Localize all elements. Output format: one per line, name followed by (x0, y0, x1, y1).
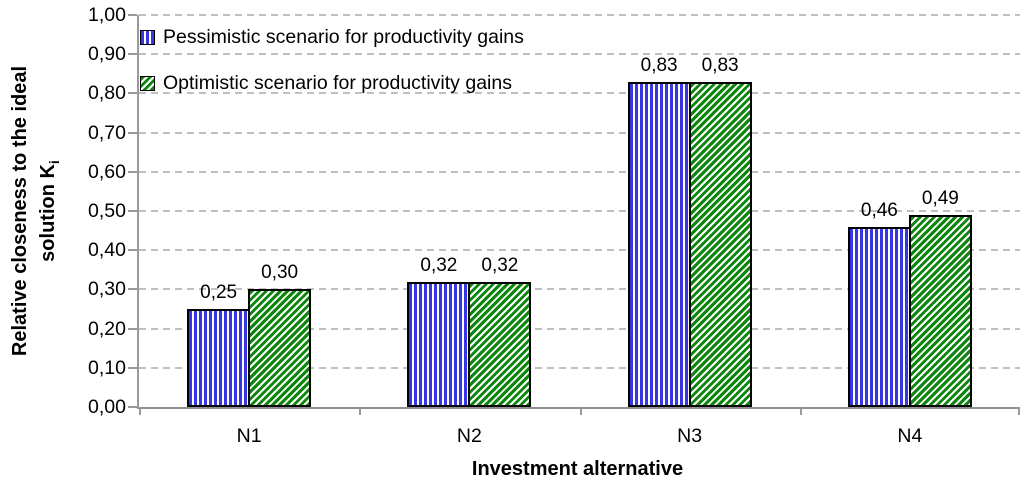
gridline (139, 210, 1020, 212)
y-tick-label: 0,40 (88, 239, 126, 262)
y-axis-tick (128, 131, 137, 134)
bar-n1-optimistic (248, 289, 312, 407)
gridline (139, 170, 1020, 173)
gridline (139, 366, 1020, 369)
x-axis-tick (580, 407, 582, 415)
y-tick-label: 0,00 (88, 396, 126, 418)
bar-value-label: 0,46 (860, 200, 898, 221)
legend-label-optimistic: Optimistic scenario for productivity gai… (163, 71, 512, 94)
gridline (139, 14, 1020, 16)
bar-value-label: 0,32 (481, 255, 519, 276)
y-tick-label: 0,20 (88, 317, 126, 340)
bar-value-label: 0,32 (420, 255, 458, 276)
legend-marker-vertical-stripes-icon (140, 29, 155, 45)
y-tick-label: 0,10 (88, 356, 126, 379)
legend-item-pessimistic: Pessimistic scenario for productivity ga… (140, 26, 524, 48)
y-axis-tick (128, 170, 137, 173)
gridline (139, 131, 1020, 134)
category-label-n3: N3 (677, 425, 703, 447)
y-tick-label: 0,60 (88, 160, 126, 183)
x-axis-tick (800, 407, 802, 415)
y-axis-tick (128, 14, 137, 16)
bar-value-label: 0,30 (261, 262, 299, 283)
y-axis-tick (128, 406, 137, 408)
legend-label-pessimistic: Pessimistic scenario for productivity ga… (163, 25, 524, 48)
gridline (139, 249, 1020, 252)
y-tick-label: 0,50 (88, 200, 126, 222)
legend-item-optimistic: Optimistic scenario for productivity gai… (140, 72, 524, 94)
gridline (139, 288, 1020, 291)
bar-n2-pessimistic (407, 282, 471, 407)
y-axis-tick (128, 210, 137, 212)
bar-n2-optimistic (468, 282, 532, 407)
y-tick-label: 0,90 (88, 43, 126, 66)
y-axis-tick (128, 327, 137, 330)
bar-n3-optimistic (688, 82, 752, 407)
category-label-n1: N1 (236, 425, 262, 447)
y-axis-tick (128, 92, 137, 95)
y-axis-tick (128, 366, 137, 369)
y-axis-title-line1: Relative closeness to the ideal (9, 65, 31, 357)
x-axis-tick (359, 407, 361, 415)
gridline (139, 53, 1020, 56)
plot-area: 0,00 0,10 0,20 0,30 0,40 0,50 0,60 0,70 0,80 0,90… (88, 4, 1020, 447)
bar-value-label: 0,25 (200, 282, 238, 303)
y-axis-tick (128, 288, 137, 291)
y-axis-tick (128, 249, 137, 252)
x-axis-title: Investment alternative (471, 458, 684, 480)
y-axis-tick (128, 53, 137, 56)
y-tick-label: 0,30 (88, 278, 126, 301)
y-axis-title: Relative closeness to the ideal solution… (6, 15, 62, 407)
category-label-n2: N2 (456, 425, 482, 447)
y-tick-label: 1,00 (88, 4, 126, 26)
category-label-n4: N4 (897, 425, 923, 447)
gridline (139, 92, 1020, 95)
bar-n3-pessimistic (627, 82, 691, 407)
bar-value-label: 0,49 (921, 188, 959, 209)
legend-marker-diagonal-stripes-icon (140, 75, 155, 91)
bar-n4-optimistic (908, 215, 972, 407)
bar-value-label: 0,83 (701, 55, 739, 76)
y-tick-label: 0,80 (88, 82, 126, 105)
bar-value-label: 0,83 (640, 55, 678, 76)
bar-n4-pessimistic (847, 227, 911, 407)
bar-n1-pessimistic (187, 309, 251, 407)
legend: Pessimistic scenario for productivity ga… (140, 26, 524, 118)
x-axis-tick (1018, 407, 1020, 415)
x-axis-tick (139, 407, 141, 415)
gridline (139, 327, 1020, 330)
y-tick-label: 0,70 (88, 121, 126, 144)
